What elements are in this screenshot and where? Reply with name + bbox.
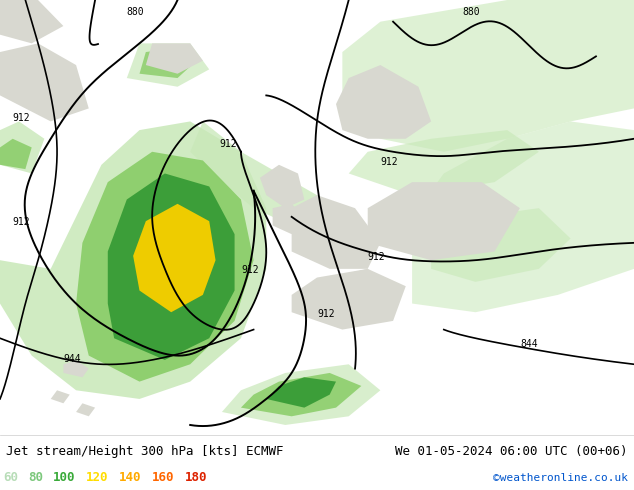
Polygon shape: [76, 152, 254, 382]
Text: 844: 844: [520, 339, 538, 349]
Polygon shape: [127, 44, 209, 87]
Text: 912: 912: [317, 309, 335, 318]
Polygon shape: [336, 65, 431, 139]
Polygon shape: [349, 269, 380, 295]
Polygon shape: [0, 122, 266, 399]
Text: 880: 880: [463, 7, 481, 17]
Polygon shape: [76, 403, 95, 416]
Text: We 01-05-2024 06:00 UTC (00+06): We 01-05-2024 06:00 UTC (00+06): [395, 445, 628, 458]
Text: 180: 180: [184, 471, 207, 484]
Text: 60: 60: [3, 471, 18, 484]
Polygon shape: [51, 390, 70, 403]
Text: 912: 912: [13, 113, 30, 123]
Polygon shape: [0, 139, 32, 169]
Polygon shape: [342, 0, 634, 152]
Text: 944: 944: [63, 354, 81, 364]
Polygon shape: [63, 360, 89, 377]
Polygon shape: [108, 173, 235, 360]
Polygon shape: [349, 130, 539, 195]
Polygon shape: [139, 48, 197, 78]
Polygon shape: [431, 208, 571, 282]
Text: 912: 912: [13, 218, 30, 227]
Polygon shape: [146, 44, 203, 74]
Text: 912: 912: [241, 265, 259, 275]
Text: Jet stream/Height 300 hPa [kts] ECMWF: Jet stream/Height 300 hPa [kts] ECMWF: [6, 445, 284, 458]
Polygon shape: [190, 122, 342, 234]
Text: 912: 912: [219, 140, 237, 149]
Polygon shape: [133, 204, 216, 312]
Polygon shape: [368, 182, 520, 260]
Polygon shape: [0, 0, 63, 44]
Text: 100: 100: [53, 471, 75, 484]
Polygon shape: [412, 122, 634, 312]
Polygon shape: [292, 195, 380, 269]
Polygon shape: [260, 165, 304, 208]
Text: 912: 912: [368, 252, 385, 262]
Polygon shape: [241, 373, 361, 416]
Polygon shape: [273, 204, 304, 234]
Polygon shape: [292, 269, 406, 330]
Text: 880: 880: [127, 7, 145, 17]
Text: 160: 160: [152, 471, 174, 484]
Text: 120: 120: [86, 471, 108, 484]
Polygon shape: [222, 364, 380, 425]
Text: ©weatheronline.co.uk: ©weatheronline.co.uk: [493, 472, 628, 483]
Polygon shape: [0, 44, 89, 122]
Text: 80: 80: [29, 471, 44, 484]
Text: 912: 912: [380, 157, 398, 167]
Polygon shape: [266, 377, 336, 408]
Polygon shape: [0, 122, 44, 173]
Text: 140: 140: [119, 471, 141, 484]
